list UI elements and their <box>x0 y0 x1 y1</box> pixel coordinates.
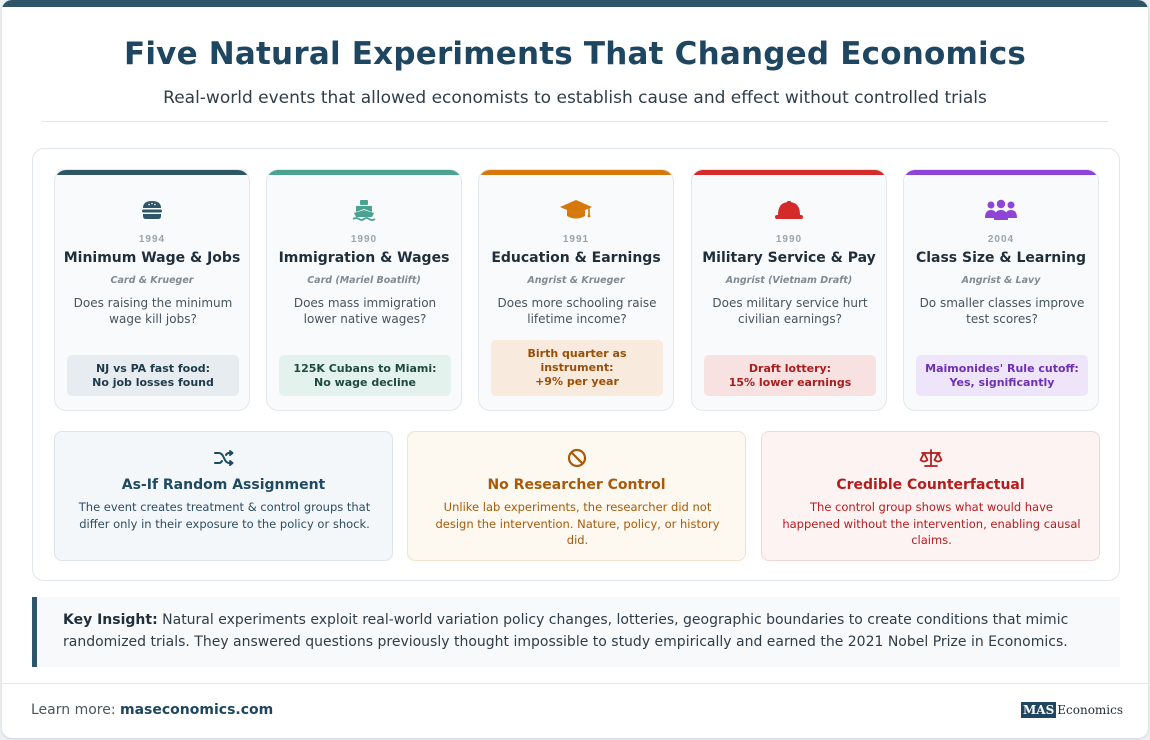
feature-title: No Researcher Control <box>487 477 666 493</box>
key-insight-label: Key Insight: <box>63 612 158 628</box>
experiment-authors: Angrist & Lavy <box>961 275 1041 286</box>
experiment-authors: Angrist (Vietnam Draft) <box>725 275 853 286</box>
experiment-year: 1990 <box>775 234 803 245</box>
page-title: Five Natural Experiments That Changed Ec… <box>123 36 1027 72</box>
feature-description: The event creates treatment & control gr… <box>78 500 371 531</box>
experiment-finding: Maimonides' Rule cutoff: Yes, significan… <box>916 355 1088 396</box>
experiment-authors: Card (Mariel Boatlift) <box>307 275 421 286</box>
experiments-panel: 1994 Minimum Wage & Jobs Card & Krueger … <box>32 148 1120 581</box>
experiment-title: Military Service & Pay <box>702 250 876 266</box>
experiment-title: Class Size & Learning <box>915 250 1087 266</box>
experiment-year: 1994 <box>138 234 166 245</box>
logo-box-text: MAS <box>1021 702 1057 718</box>
feature-card-credible-counterfactual: Credible Counterfactual The control grou… <box>761 431 1100 561</box>
finding-line: Yes, significantly <box>949 375 1055 389</box>
card-accent-bar <box>692 170 886 175</box>
burger-icon <box>55 198 249 222</box>
feature-description: Unlike lab experiments, the researcher d… <box>435 500 720 547</box>
experiment-card-education: 1991 Education & Earnings Angrist & Krue… <box>478 169 674 411</box>
experiment-title: Education & Earnings <box>491 250 661 266</box>
footer-divider <box>2 683 1148 684</box>
page-subtitle: Real-world events that allowed economist… <box>163 88 987 108</box>
scale-icon <box>762 448 1099 470</box>
feature-card-random-assignment: As-If Random Assignment The event create… <box>54 431 393 561</box>
experiment-question: Does more schooling raise lifetime incom… <box>497 296 657 326</box>
finding-line: +9% per year <box>535 375 619 388</box>
card-accent-bar <box>479 170 673 175</box>
finding-line: NJ vs PA fast food: <box>95 361 211 375</box>
experiment-question: Does mass immigration lower native wages… <box>293 296 437 326</box>
helmet-icon <box>692 198 886 222</box>
top-accent-strip <box>2 0 1148 7</box>
feature-description: The control group shows what would have … <box>782 500 1081 547</box>
experiment-card-military: 1990 Military Service & Pay Angrist (Vie… <box>691 169 887 411</box>
experiment-finding: Draft lottery: 15% lower earnings <box>704 355 876 396</box>
logo-text: Economics <box>1057 703 1124 717</box>
learn-more-label: Learn more: <box>31 702 116 718</box>
footer-learn-more: Learn more: maseconomics.com <box>31 702 273 718</box>
feature-title: Credible Counterfactual <box>836 477 1025 493</box>
experiment-card-minimum-wage: 1994 Minimum Wage & Jobs Card & Krueger … <box>54 169 250 411</box>
finding-line: No wage decline <box>313 375 417 389</box>
key-insight-text: Natural experiments exploit real-world v… <box>63 612 1069 650</box>
card-accent-bar <box>55 170 249 175</box>
shuffle-icon <box>55 448 392 470</box>
finding-line: instrument: <box>540 361 614 374</box>
finding-line: No job losses found <box>92 375 214 389</box>
experiment-authors: Angrist & Krueger <box>527 275 625 286</box>
feature-card-no-researcher-control: No Researcher Control Unlike lab experim… <box>407 431 746 561</box>
finding-line: Draft lottery: <box>748 361 832 375</box>
experiment-question: Does military service hurt civilian earn… <box>712 296 868 326</box>
website-link[interactable]: maseconomics.com <box>120 702 274 718</box>
key-insight-callout: Key Insight: Natural experiments exploit… <box>32 597 1120 667</box>
ship-icon <box>267 198 461 222</box>
graduation-cap-icon <box>479 198 673 222</box>
card-accent-bar <box>904 170 1098 175</box>
finding-line: 15% lower earnings <box>728 375 852 389</box>
card-accent-bar <box>267 170 461 175</box>
experiment-authors: Card & Krueger <box>110 275 194 286</box>
experiment-title: Minimum Wage & Jobs <box>63 250 241 266</box>
experiment-card-immigration: 1990 Immigration & Wages Card (Mariel Bo… <box>266 169 462 411</box>
mas-economics-logo: MAS Economics <box>1021 702 1123 718</box>
finding-line: Maimonides' Rule cutoff: <box>925 361 1079 375</box>
experiment-year: 1991 <box>562 234 590 245</box>
experiment-card-class-size: 2004 Class Size & Learning Angrist & Lav… <box>903 169 1099 411</box>
finding-line: Birth quarter as <box>527 347 627 360</box>
feature-title: As-If Random Assignment <box>121 477 326 493</box>
experiment-question: Do smaller classes improve test scores? <box>919 296 1085 326</box>
title-divider <box>42 121 1108 122</box>
experiment-question: Does raising the minimum wage kill jobs? <box>73 296 233 326</box>
experiment-finding: NJ vs PA fast food: No job losses found <box>67 355 239 396</box>
experiment-title: Immigration & Wages <box>278 250 450 266</box>
ban-icon <box>408 448 745 470</box>
finding-line: 125K Cubans to Miami: <box>293 361 437 375</box>
experiment-finding: 125K Cubans to Miami: No wage decline <box>279 355 451 396</box>
experiment-finding: Birth quarter as instrument: +9% per yea… <box>491 340 663 396</box>
experiment-year: 2004 <box>987 234 1015 245</box>
experiment-year: 1990 <box>350 234 378 245</box>
people-group-icon <box>904 198 1098 222</box>
